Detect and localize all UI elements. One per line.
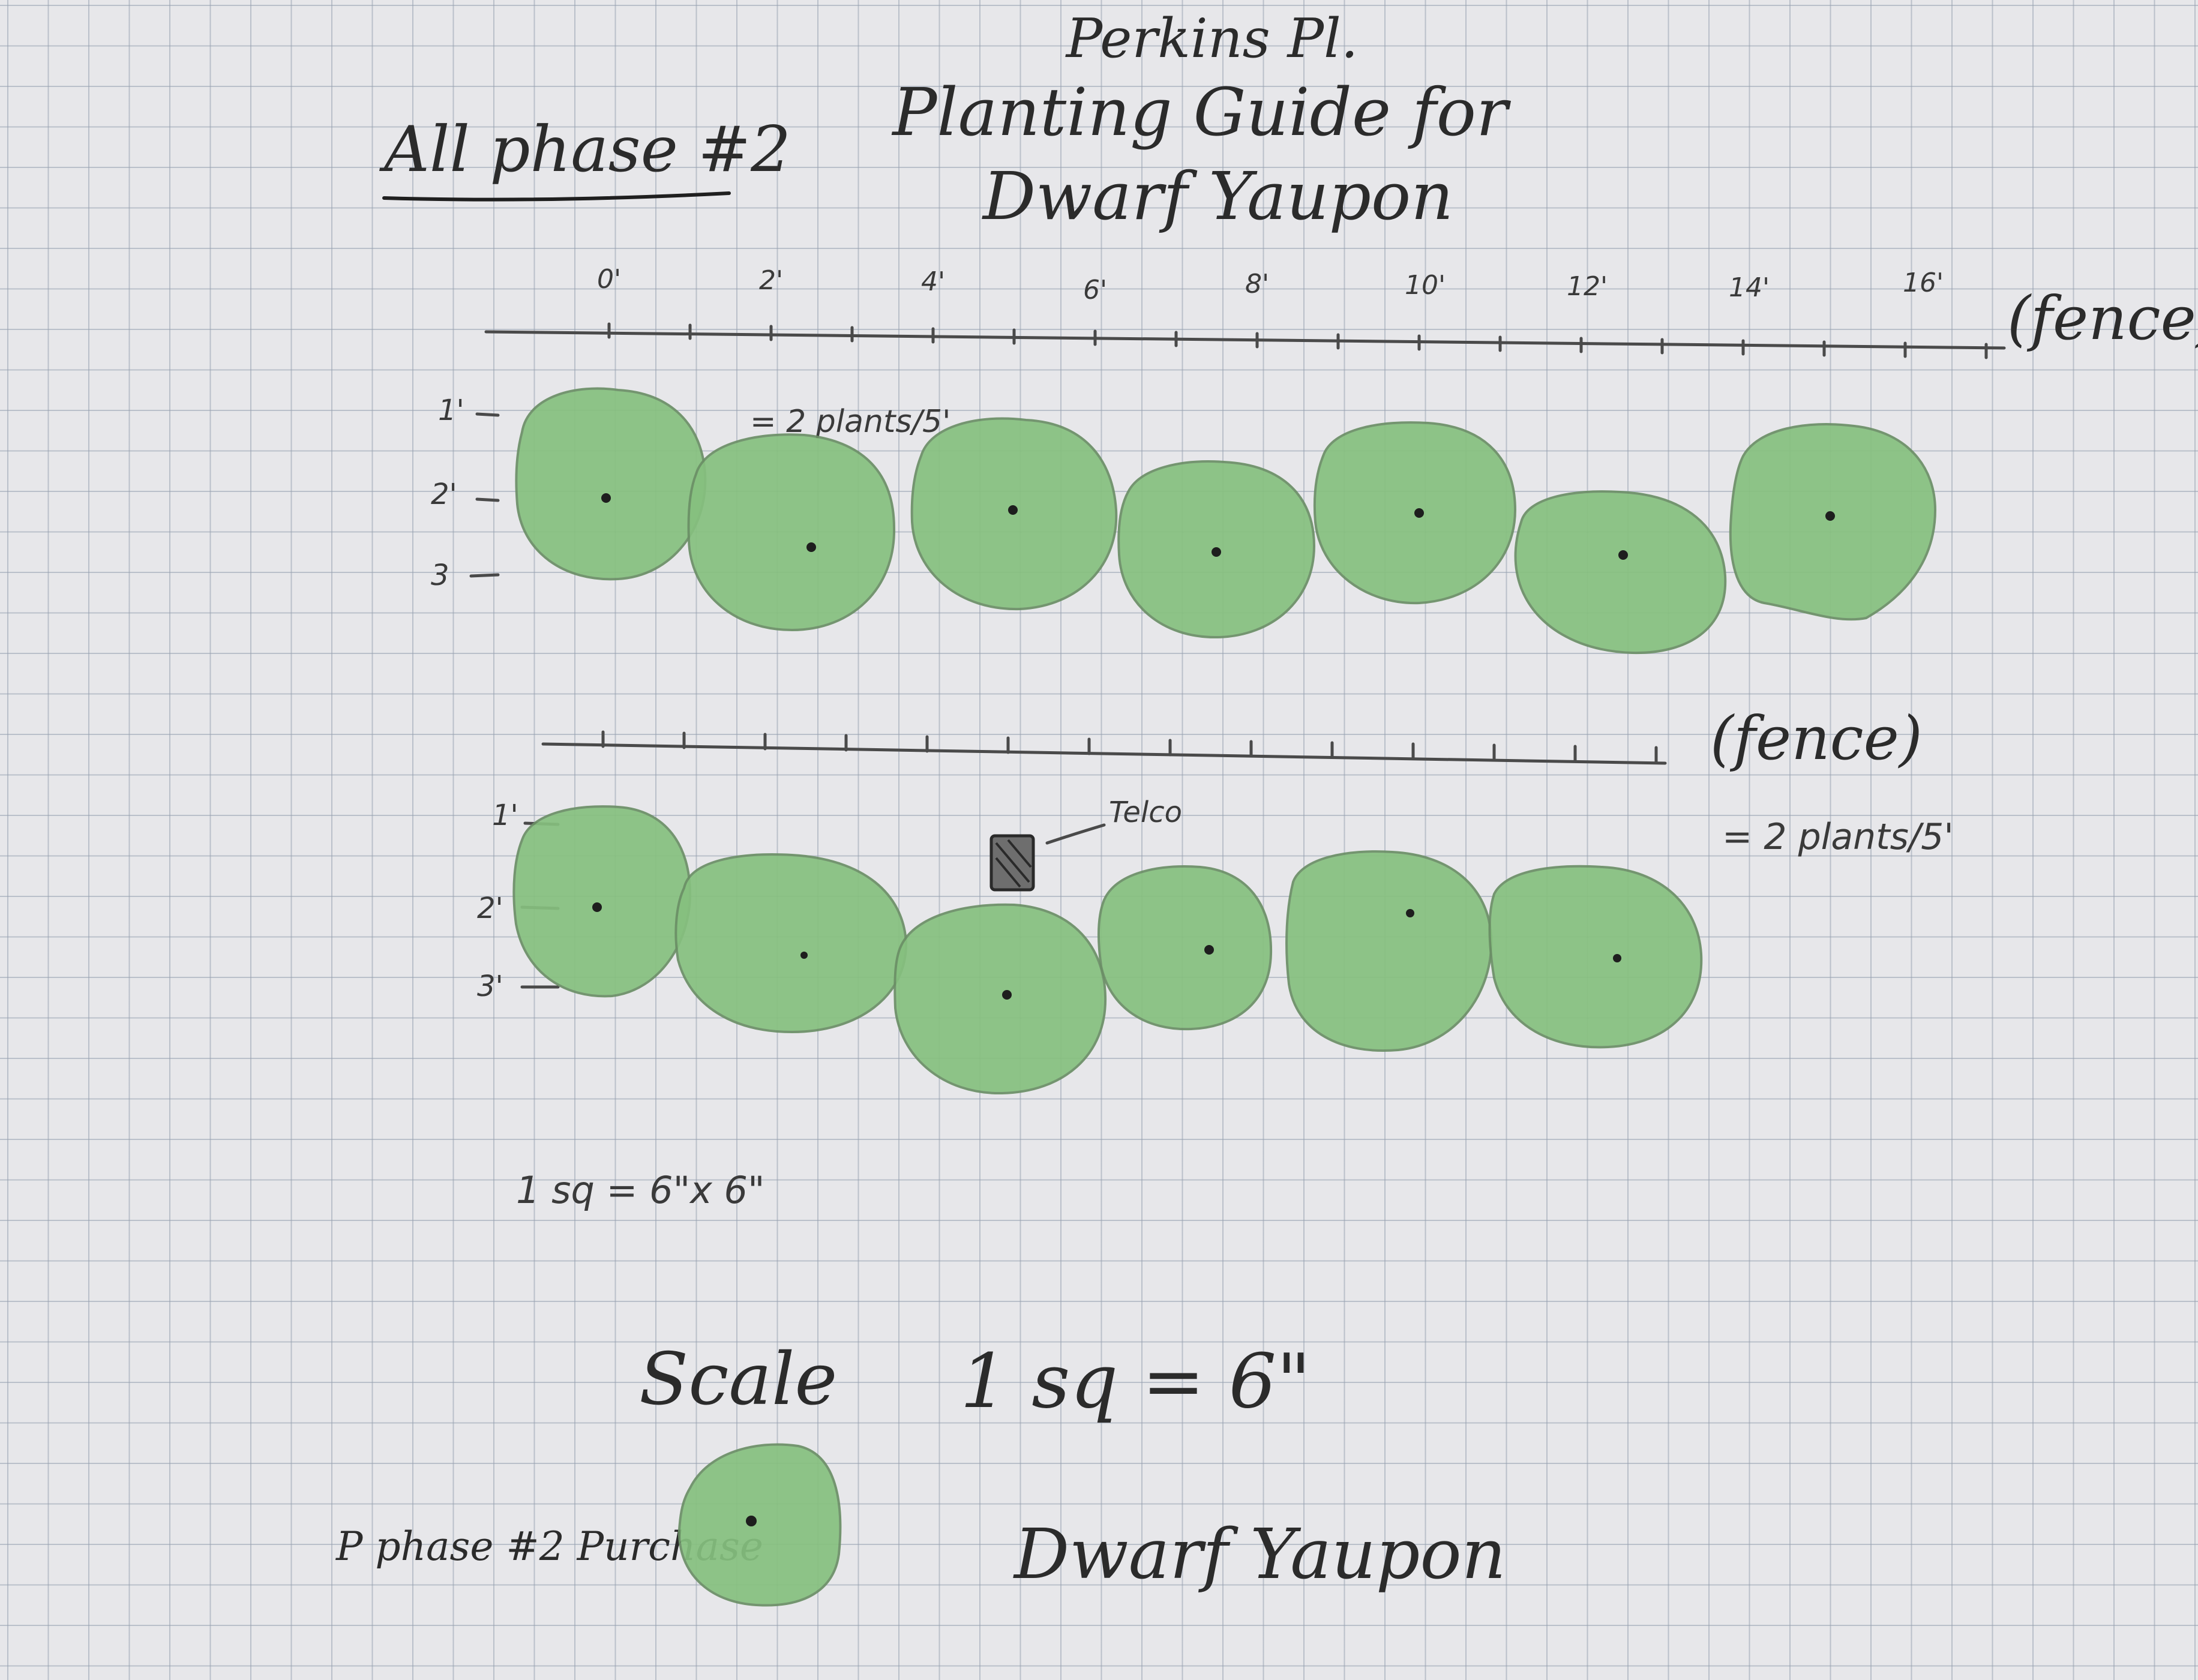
row2-depth-1: 1' xyxy=(492,799,518,832)
top-ruler-ticks xyxy=(607,322,1988,359)
grid-size-note: 1 sq = 6"x 6" xyxy=(516,1168,765,1212)
ruler-label-2: 2' xyxy=(759,265,783,296)
shrub xyxy=(512,805,692,998)
shrub-center xyxy=(1414,508,1424,518)
shrub xyxy=(1729,423,1937,621)
telco-box: Telco xyxy=(989,796,1182,892)
shrub-center xyxy=(1002,990,1012,1000)
row1-depth-2: 2' xyxy=(431,478,457,511)
ruler-label-10: 10' xyxy=(1405,270,1446,301)
row1-depth-markers: 1' 2' 3 xyxy=(431,394,500,592)
phase-label: All phase #2 xyxy=(379,113,791,186)
shrub-center xyxy=(1406,909,1414,917)
shrub xyxy=(687,433,896,632)
ruler-label-8: 8' xyxy=(1245,269,1269,299)
top-fence-label: (fence) xyxy=(2007,283,2198,353)
row2-fence-label: (fence) xyxy=(1710,703,1923,773)
shrub-center xyxy=(1825,511,1835,521)
shrub-center xyxy=(800,952,808,959)
shrub-center xyxy=(1008,505,1018,515)
row2-ruler-ticks xyxy=(601,730,1658,764)
ruler-label-16: 16' xyxy=(1903,268,1944,298)
title-line-2: Planting Guide for xyxy=(891,74,1512,151)
shrub-center xyxy=(1204,945,1214,955)
phase-underline xyxy=(382,191,731,202)
ruler-label-4: 4' xyxy=(921,266,945,297)
shrub xyxy=(515,387,707,581)
row1-depth-1: 1' xyxy=(438,394,464,427)
shrub xyxy=(1097,865,1273,1031)
title-line-1: Perkins Pl. xyxy=(1065,7,1359,70)
scale-label: Scale xyxy=(639,1338,837,1421)
ruler-label-14: 14' xyxy=(1729,272,1770,303)
shrub-center xyxy=(592,902,602,912)
scale-value: 1 sq = 6" xyxy=(960,1338,1311,1425)
telco-label: Telco xyxy=(1109,796,1182,829)
title-line-3: Dwarf Yaupon xyxy=(982,158,1453,235)
shrub xyxy=(1285,850,1493,1052)
ruler-label-6: 6' xyxy=(1083,275,1107,305)
row1-shrubs xyxy=(515,387,1937,655)
row2-shrubs xyxy=(512,805,1703,1095)
row2-depth-3: 3' xyxy=(477,970,503,1003)
shrub xyxy=(1514,490,1727,655)
shrub xyxy=(1488,865,1703,1049)
shrub xyxy=(674,853,908,1034)
top-fence-line xyxy=(484,330,2006,350)
row2-spacing-note: = 2 plants/5' xyxy=(1722,816,1954,858)
ruler-label-0: 0' xyxy=(597,264,621,295)
shrub-center xyxy=(1618,550,1628,560)
top-ruler-labels: 0' 2' 4' 6' 8' 10' 12' 14' 16' xyxy=(597,264,1944,305)
row2-depth-2: 2' xyxy=(477,892,503,925)
ruler-label-12: 12' xyxy=(1567,271,1608,302)
shrub-center xyxy=(601,493,611,503)
shrub-center xyxy=(1212,547,1221,557)
row2-fence-line xyxy=(541,742,1667,765)
legend-plant-name: Dwarf Yaupon xyxy=(1013,1514,1506,1595)
legend-shrub-swatch xyxy=(677,1443,842,1607)
shrub xyxy=(893,903,1107,1095)
shrub-center xyxy=(806,542,816,552)
row1-depth-3: 3 xyxy=(431,559,449,592)
shrub-center xyxy=(1613,954,1621,962)
